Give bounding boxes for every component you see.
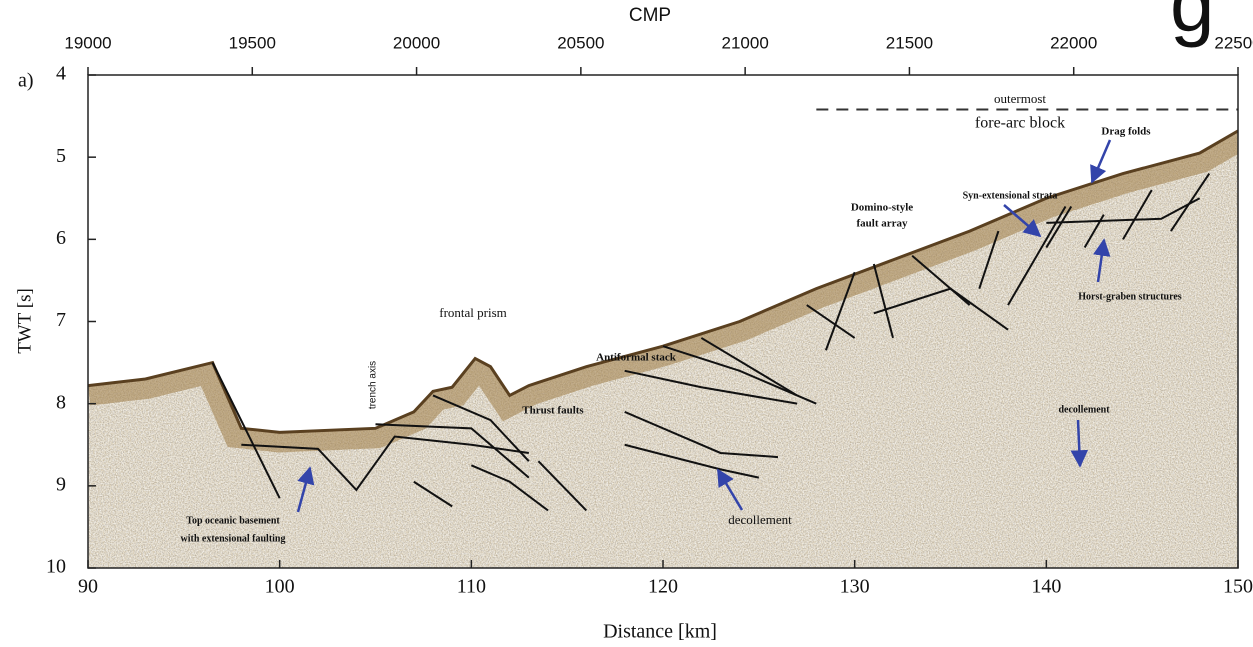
fault — [700, 337, 798, 397]
x-tick-label: 120 — [648, 576, 678, 598]
subsurface — [88, 130, 1238, 568]
fault — [470, 464, 549, 512]
annotation: frontal prism — [439, 305, 507, 320]
annotation: fault array — [856, 218, 908, 230]
x-tick-label: 150 — [1223, 576, 1253, 598]
x2-axis-label: CMP — [629, 5, 671, 26]
x-tick-label: 140 — [1031, 576, 1061, 598]
fault — [911, 255, 971, 306]
annotation: Antiformal stack — [596, 352, 677, 364]
annotation: trench axis — [368, 361, 379, 409]
y-tick-label: 10 — [46, 556, 66, 578]
arrow — [1003, 204, 1042, 238]
y-tick-label: 5 — [56, 145, 66, 167]
y-tick-label: 9 — [56, 473, 66, 495]
fault — [537, 460, 588, 512]
y-axis-label: TWT [s] — [14, 288, 35, 354]
arrow — [1093, 238, 1111, 283]
x2-tick-label: 20500 — [557, 33, 604, 52]
panel-label: a) — [18, 70, 34, 92]
fault — [806, 304, 856, 339]
annotation: Drag folds — [1101, 126, 1151, 138]
x-axis-label: Distance [km] — [603, 621, 717, 643]
annotation: Top oceanic basement — [186, 515, 280, 526]
annotation: Thrust faults — [522, 405, 584, 417]
fault — [872, 263, 894, 339]
annotation: outermost — [994, 91, 1046, 106]
annotation: Syn-extensional strata — [963, 190, 1058, 201]
x-tick-label: 90 — [78, 576, 98, 598]
arrow — [1070, 419, 1089, 468]
x2-tick-label: 22000 — [1050, 33, 1097, 52]
cropped-text: g — [1170, 0, 1215, 48]
x-tick-label: 130 — [840, 576, 870, 598]
x2-tick-label: 21500 — [886, 33, 933, 52]
y-tick-label: 7 — [56, 309, 66, 331]
x-tick-label: 110 — [457, 576, 486, 598]
fault — [211, 362, 281, 499]
fault — [1045, 205, 1073, 249]
arrow — [296, 466, 315, 513]
annotation: Horst-graben structures — [1078, 291, 1182, 302]
y-tick-label: 4 — [56, 63, 66, 85]
fault — [978, 230, 1000, 289]
x2-tick-label: 22500 — [1214, 33, 1253, 52]
fault — [241, 435, 529, 492]
annotation: decollement — [1058, 404, 1110, 415]
y-tick-label: 8 — [56, 391, 66, 413]
fault — [375, 423, 530, 479]
x2-tick-label: 19000 — [64, 33, 111, 52]
fault — [413, 480, 453, 508]
x2-tick-label: 21000 — [722, 33, 769, 52]
x2-tick-label: 20000 — [393, 33, 440, 52]
sediment-noise — [88, 130, 1238, 568]
fault — [432, 394, 530, 462]
fault — [1046, 197, 1201, 224]
x2-tick-label: 19500 — [229, 33, 276, 52]
fault — [624, 369, 798, 405]
x-tick-label: 100 — [265, 576, 295, 598]
fault — [824, 271, 856, 351]
arrow — [716, 468, 744, 511]
y-tick-label: 6 — [56, 227, 66, 249]
arrow — [1090, 139, 1112, 184]
annotation: Domino-style — [851, 202, 913, 214]
annotation: with extensional faulting — [180, 533, 285, 544]
seismic-image — [88, 108, 1238, 568]
annotation: fore-arc block — [975, 115, 1065, 132]
seafloor — [88, 129, 1238, 434]
fault — [624, 410, 779, 459]
fault — [1122, 189, 1153, 240]
annotation: decollement — [728, 512, 792, 527]
